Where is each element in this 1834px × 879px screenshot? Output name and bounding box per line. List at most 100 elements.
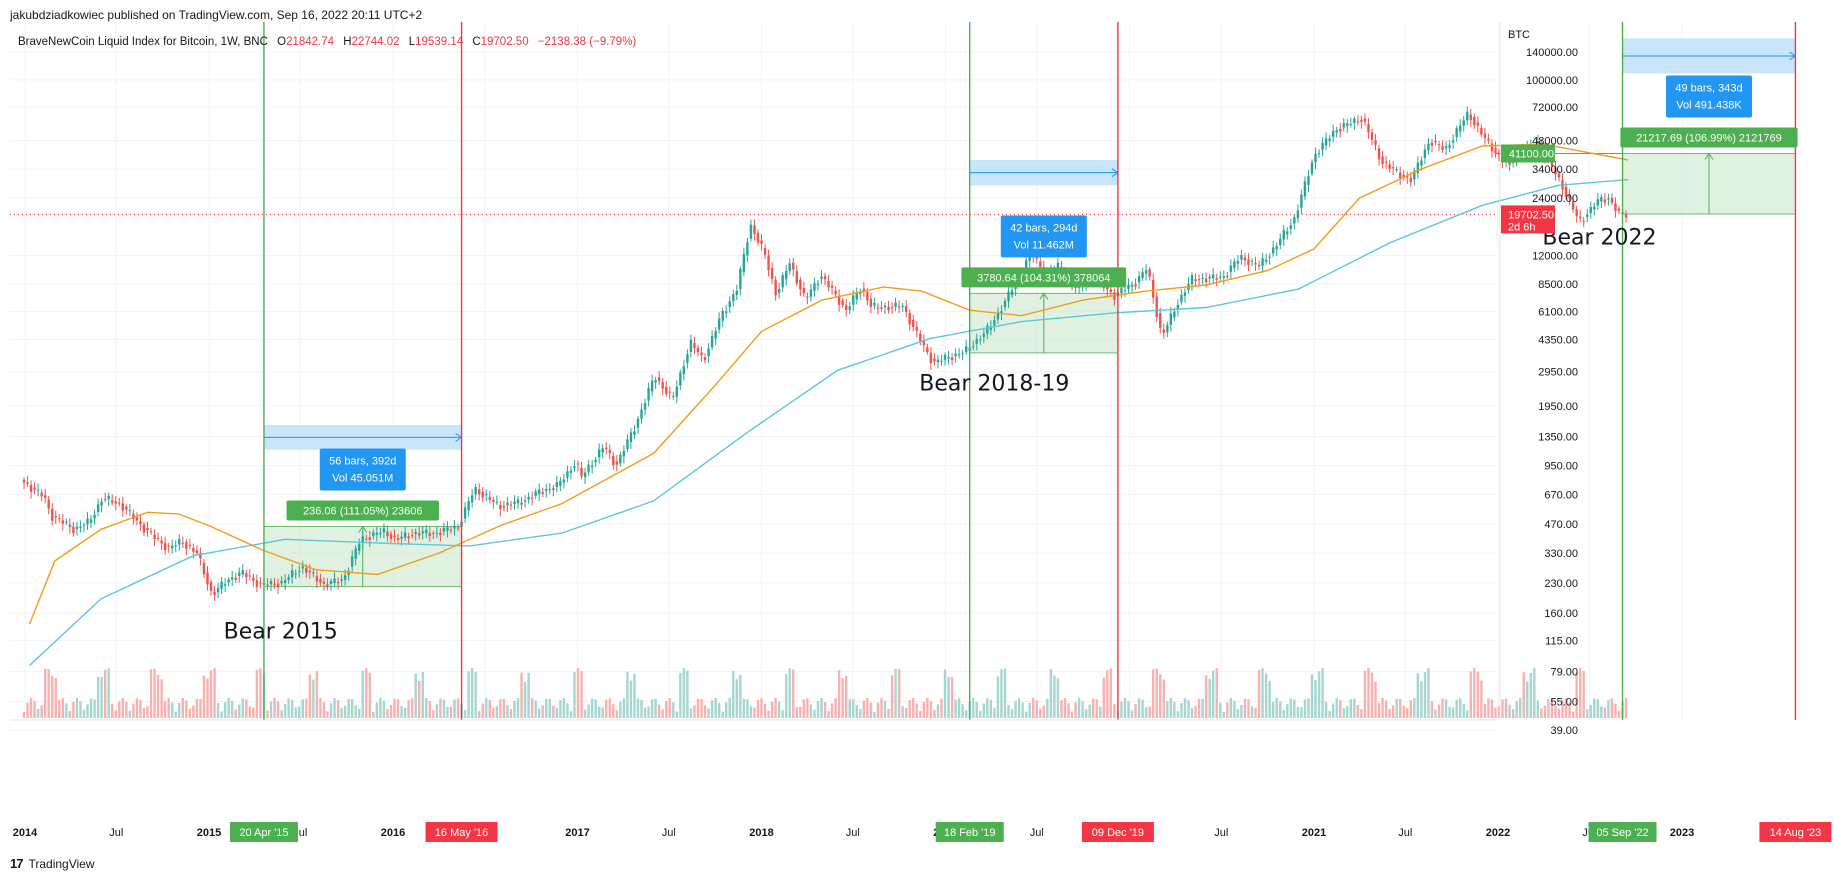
- candle-body: [1420, 160, 1423, 166]
- candle-body: [537, 489, 541, 495]
- candle-body: [1589, 207, 1592, 214]
- volume-bar: [1141, 699, 1144, 718]
- volume-bar: [269, 701, 273, 718]
- volume-bar: [897, 669, 901, 718]
- date-price-ranges: [263, 38, 1797, 588]
- candle-body: [947, 357, 950, 359]
- volume-bar: [883, 700, 887, 718]
- volume-bar: [788, 668, 791, 718]
- candle-body: [252, 577, 255, 581]
- candle-body: [1455, 128, 1458, 137]
- volume-bar: [679, 673, 682, 718]
- candle-body: [1007, 291, 1010, 302]
- volume-bar: [1508, 704, 1511, 718]
- volume-bar: [467, 671, 470, 718]
- candle-body: [51, 508, 54, 521]
- candle-body: [1303, 181, 1307, 197]
- volume-bar: [1166, 701, 1169, 718]
- volume-bar: [1215, 668, 1218, 718]
- volume-bar: [534, 700, 537, 718]
- volume-bar: [1607, 699, 1610, 718]
- candle-body: [269, 580, 273, 585]
- candle-body: [499, 504, 502, 510]
- candle-body: [972, 346, 975, 348]
- volume-bar: [633, 673, 636, 718]
- candle-body: [1367, 123, 1370, 133]
- candle-body: [1476, 122, 1480, 126]
- volume-bar: [612, 703, 615, 718]
- start-date-tag: [1588, 822, 1657, 842]
- candle-body: [495, 501, 499, 503]
- volume-bar: [1303, 699, 1307, 718]
- candle-body: [749, 224, 753, 239]
- candle-body: [1353, 118, 1356, 124]
- volume-bar: [587, 704, 590, 718]
- change-label: 3780.64 (104.31%) 378064: [977, 272, 1110, 284]
- volume-bar: [590, 698, 594, 718]
- candle-body: [1208, 276, 1211, 279]
- volume-bar: [361, 670, 364, 718]
- candle-body: [58, 518, 61, 520]
- candle-body: [1201, 277, 1204, 279]
- volume-bar: [1204, 675, 1208, 718]
- candle-body: [1586, 214, 1589, 217]
- candle-body: [463, 507, 467, 519]
- candle-body: [1437, 144, 1441, 146]
- candle-body: [636, 418, 640, 428]
- volume-bar: [721, 711, 724, 718]
- candle-body: [1377, 148, 1381, 160]
- volume-bar: [1017, 698, 1021, 718]
- candle-body: [1483, 133, 1487, 138]
- candle-body: [1173, 311, 1176, 318]
- candle-body: [1511, 162, 1515, 164]
- candle-body: [534, 491, 537, 496]
- volume-bar: [368, 672, 372, 718]
- candle-body: [954, 353, 957, 357]
- volume-bar: [1070, 711, 1074, 718]
- candle-body: [940, 360, 943, 362]
- footer-branding[interactable]: 17 TradingView: [10, 856, 95, 871]
- candle-body: [354, 548, 357, 559]
- bear-title: Bear 2015: [224, 619, 338, 644]
- bars-label: 42 bars, 294d: [1010, 222, 1077, 234]
- volume-bar: [230, 700, 234, 718]
- candle-body: [686, 354, 689, 364]
- volume-bar: [1377, 702, 1381, 718]
- volume-bar: [58, 700, 61, 718]
- volume-bar: [972, 698, 975, 718]
- volume-bar: [506, 705, 509, 718]
- candle-body: [372, 532, 375, 537]
- candle-body: [118, 502, 121, 504]
- volume-bar: [1102, 677, 1105, 718]
- legend-change: −2138.38 (−9.79%): [538, 36, 637, 48]
- candle-body: [255, 580, 259, 587]
- candle-body: [1317, 153, 1321, 155]
- time-axis[interactable]: 2014Jul2015Jul2016Jul2017Jul2018Jul2019J…: [10, 719, 1832, 842]
- volume-bar: [1494, 707, 1497, 718]
- candle-body: [714, 330, 717, 339]
- candle-body: [298, 571, 301, 573]
- volume-bar: [1437, 704, 1441, 718]
- target-price-label: 41100.00: [1509, 149, 1554, 161]
- candle-body: [1120, 288, 1123, 294]
- price-axis[interactable]: BTC140000.00100000.0072000.0048000.00340…: [1499, 22, 1578, 737]
- candle-body: [809, 289, 813, 297]
- candle-body: [760, 240, 763, 244]
- volume-bar: [576, 668, 580, 718]
- candle-body: [516, 499, 520, 504]
- volume-bar: [964, 710, 968, 718]
- x-tick-label: 2015: [197, 827, 221, 839]
- candle-body: [936, 359, 940, 363]
- volume-bar: [1469, 671, 1472, 718]
- x-tick-label: Jul: [846, 827, 860, 839]
- volume-bar: [940, 698, 943, 718]
- volume-bar: [432, 710, 435, 718]
- candle-body: [453, 526, 456, 529]
- volume-bar: [61, 698, 65, 718]
- volume-bar: [118, 701, 121, 718]
- volume-bar: [195, 698, 199, 718]
- volume-bar: [1247, 699, 1250, 718]
- volume-bar: [51, 675, 54, 718]
- volume-bar: [668, 698, 671, 718]
